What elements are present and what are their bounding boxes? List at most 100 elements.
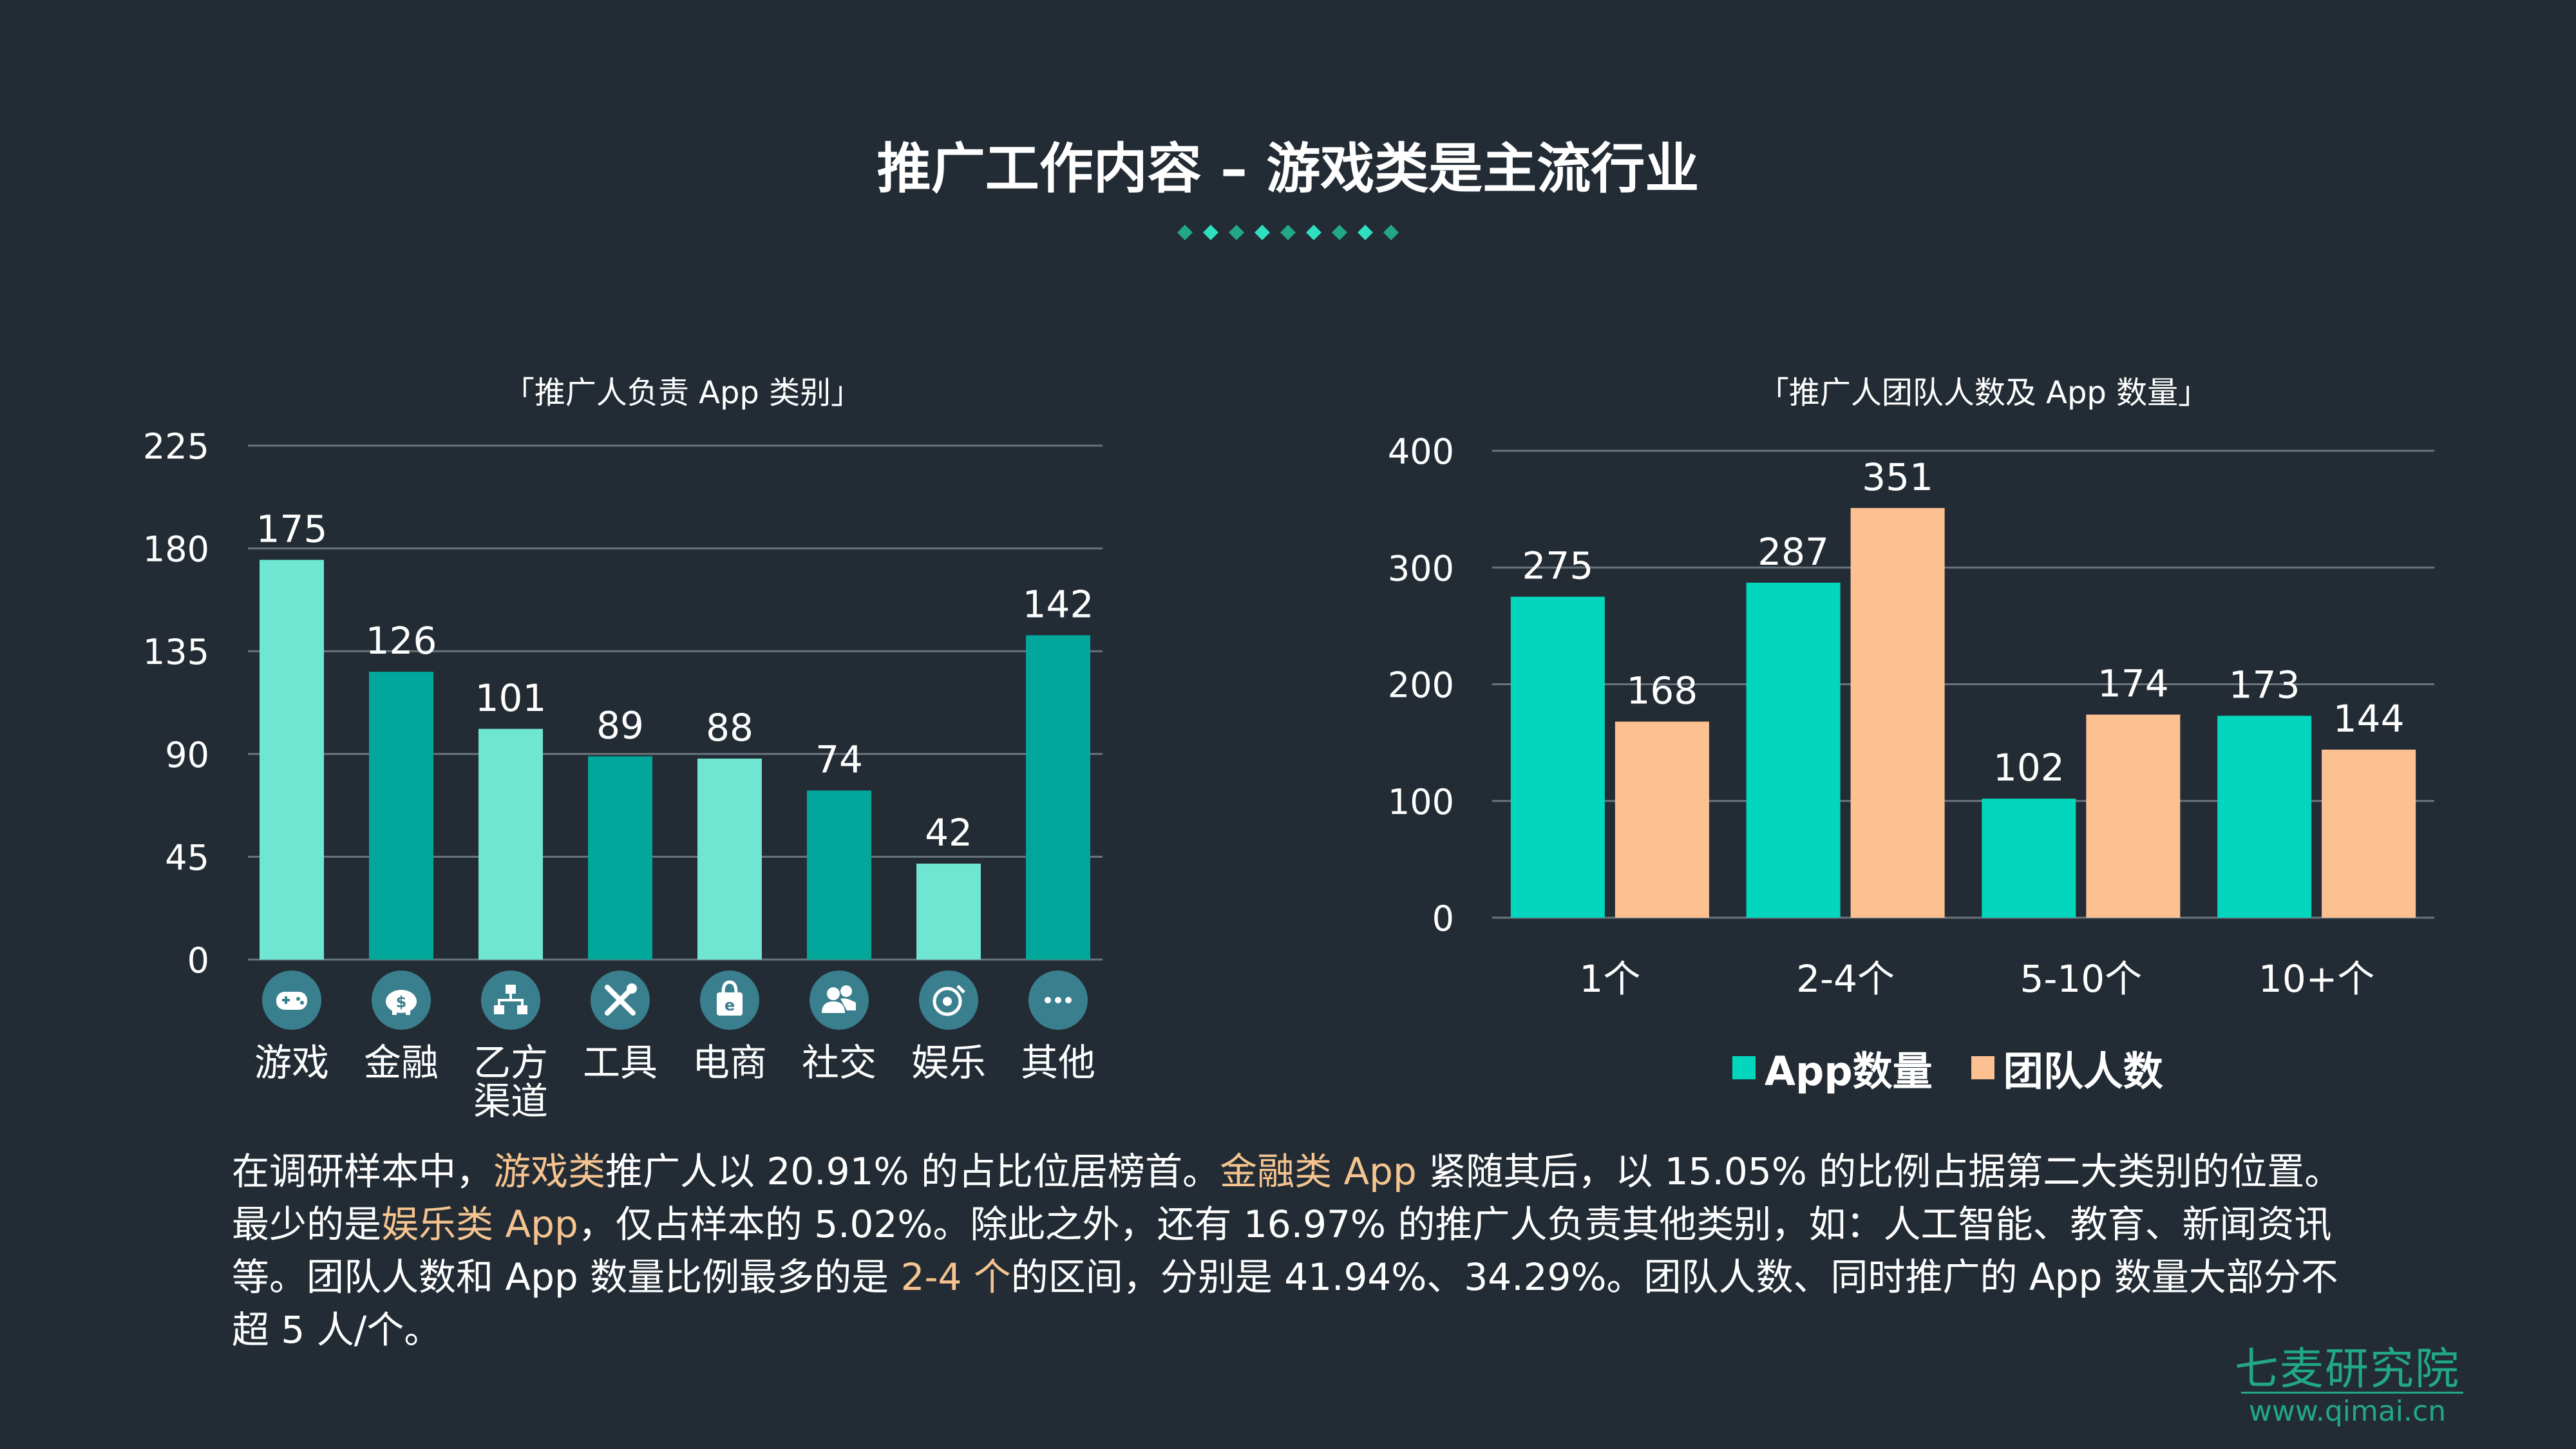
y-tick-label: 135	[143, 632, 209, 672]
data-label: 175	[256, 507, 328, 551]
bar-金融	[369, 672, 433, 960]
bar-5-10个-团队人数	[2086, 714, 2181, 918]
x-category-label: 电商	[692, 1041, 767, 1084]
divider-diamond	[1203, 225, 1218, 240]
legend-swatch-app	[1732, 1056, 1756, 1079]
bar-游戏	[260, 560, 324, 960]
x-category-label: 其他	[1021, 1041, 1095, 1084]
gamepad-icon	[262, 971, 321, 1030]
data-label: 126	[366, 619, 437, 663]
highlight-text: 娱乐类 App	[381, 1202, 578, 1246]
legend-label-app: App数量	[1765, 1048, 1933, 1095]
x-category-label: 社交	[802, 1041, 876, 1084]
bar-社交	[807, 790, 871, 960]
data-label: 174	[2098, 662, 2169, 706]
bar-10+个-团队人数	[2322, 750, 2416, 918]
y-tick-label: 100	[1388, 782, 1454, 822]
network-icon	[481, 971, 540, 1030]
bar-工具	[588, 756, 652, 960]
bar-1个-团队人数	[1615, 721, 1709, 918]
y-tick-label: 45	[165, 837, 209, 878]
divider-diamond	[1255, 225, 1270, 240]
data-label: 89	[596, 703, 644, 747]
data-label: 275	[1522, 544, 1594, 588]
data-label: 101	[475, 676, 547, 720]
category-chart-title: 「推广人负责 App 类别」	[503, 375, 862, 411]
brand-url: www.qimai.cn	[2248, 1395, 2447, 1428]
highlight-text: 游戏类	[493, 1150, 606, 1193]
highlight-text: 2-4 个	[900, 1255, 1011, 1299]
x-category-label: 游戏	[254, 1041, 329, 1084]
bar-1个-App数量	[1510, 596, 1605, 918]
legend-item-app: App数量	[1732, 1039, 1933, 1097]
team-bar-chart: 0 100 200 300 400 275 168 1个 287 351 2-4个 102 174 5-1…	[1388, 431, 2434, 1001]
divider-diamond	[1306, 225, 1321, 240]
divider-diamond	[1358, 225, 1373, 240]
y-tick-label: 200	[1388, 665, 1454, 706]
y-tick-label: 400	[1388, 431, 1454, 472]
data-label: 42	[925, 811, 972, 855]
paragraph-text: 推广人以 20.91% 的占比位居榜首。	[605, 1150, 1220, 1193]
y-tick-label: 225	[143, 426, 209, 467]
divider-diamond	[1177, 225, 1193, 240]
x-category-label: 10+个	[2259, 957, 2374, 1001]
music-icon	[919, 971, 978, 1030]
divider-diamond	[1383, 225, 1399, 240]
bar-娱乐	[916, 864, 981, 960]
data-label: 102	[1993, 746, 2065, 790]
highlight-text: 金融类 App	[1220, 1150, 1417, 1193]
title-divider-diamonds	[1177, 225, 1399, 240]
paragraph-text: 在调研样本中，	[232, 1150, 494, 1193]
data-label: 88	[706, 706, 753, 750]
data-label: 142	[1023, 582, 1094, 626]
x-category-label: 工具	[583, 1041, 658, 1084]
paragraph-text: ，仅占样本的 5.02%。除此之外，还有 16.97% 的推广人负责其他类别，如…	[232, 1202, 2332, 1299]
data-label: 168	[1627, 669, 1698, 713]
bar-2-4个-团队人数	[1850, 507, 1945, 918]
bar-乙方渠道	[478, 728, 543, 960]
piggy-bank-icon: $	[372, 971, 431, 1030]
data-label: 287	[1757, 530, 1829, 574]
data-label: 144	[2333, 697, 2405, 741]
y-tick-label: 90	[165, 735, 209, 775]
legend-label-team: 团队人数	[2003, 1048, 2163, 1095]
bar-其他	[1026, 635, 1090, 960]
x-category-label: 金融	[364, 1041, 439, 1084]
legend-item-team: 团队人数	[1971, 1039, 2163, 1097]
x-category-label: 5-10个	[2020, 957, 2143, 1001]
page-title: 推广工作内容 – 游戏类是主流行业	[876, 137, 1700, 200]
x-category-label: 1个	[1579, 957, 1640, 1001]
brand-logo-text: 七麦研究院	[2234, 1344, 2460, 1395]
shopping-bag-icon: e	[700, 971, 759, 1030]
divider-diamond	[1280, 225, 1296, 240]
users-icon	[810, 971, 869, 1030]
bar-5-10个-App数量	[1982, 799, 2076, 918]
paragraph-text: 的区间，分别是 41.94%、34.29%。团队人数、同时推广的 App 数量大…	[232, 1255, 2338, 1352]
bar-10+个-App数量	[2217, 715, 2312, 918]
bar-2-4个-App数量	[1746, 582, 1841, 918]
data-label: 351	[1862, 455, 1933, 499]
bar-电商	[697, 758, 762, 960]
divider-diamond	[1229, 225, 1244, 240]
paragraph-text: 紧随其后，以 15.05% 的比例占据第二大类别的位置。最少的是	[232, 1150, 2342, 1246]
svg-text:$: $	[396, 993, 407, 1011]
y-tick-label: 0	[187, 940, 209, 981]
y-tick-label: 300	[1388, 548, 1454, 589]
data-label: 173	[2229, 663, 2300, 706]
svg-text:e: e	[724, 996, 735, 1014]
brand-logo-divider	[2241, 1392, 2463, 1394]
summary-paragraph: 在调研样本中，游戏类推广人以 20.91% 的占比位居榜首。金融类 App 紧随…	[232, 1145, 2370, 1356]
x-category-label: 2-4个	[1796, 957, 1895, 1001]
y-tick-label: 0	[1432, 898, 1454, 939]
divider-diamond	[1332, 225, 1347, 240]
chart-legend: App数量 团队人数	[1732, 1039, 2202, 1097]
data-label: 74	[815, 738, 863, 782]
tools-icon	[591, 971, 650, 1030]
y-tick-label: 180	[143, 529, 209, 570]
legend-swatch-team	[1971, 1056, 1994, 1079]
x-category-label: 渠道	[473, 1079, 548, 1123]
x-category-label: 娱乐	[911, 1041, 986, 1084]
team-chart-title: 「推广人团队人数及 App 数量」	[1757, 375, 2210, 411]
more-icon	[1028, 971, 1088, 1030]
